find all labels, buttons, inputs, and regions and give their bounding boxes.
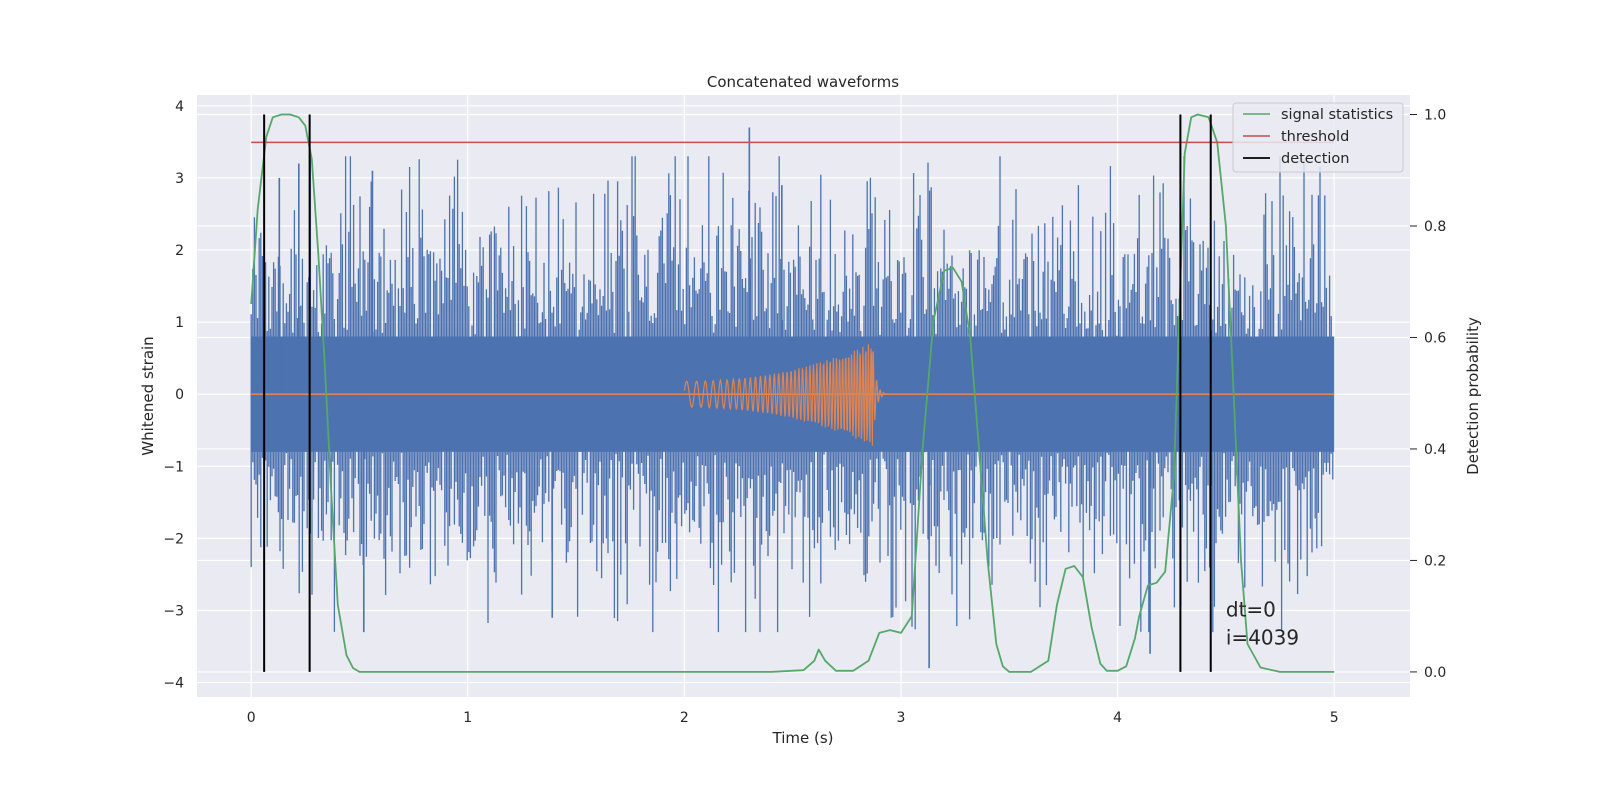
signal-statistics-line xyxy=(250,113,1335,673)
x-tick-label: 2 xyxy=(680,710,689,726)
y-axis-label: Whitened strain xyxy=(139,336,157,455)
y-tick-label: −2 xyxy=(163,531,184,547)
legend-box xyxy=(1232,102,1404,173)
x-tick-label: 5 xyxy=(1330,710,1339,726)
axes: 0 1 2 3 4 5 −4 −3 −2 −1 0 1 2 3 4 0.0 0.2 0.4 0.6 0.8 1.0 xyxy=(163,99,1446,726)
x-tick-label: 0 xyxy=(247,710,256,726)
y-tick-label: 1 xyxy=(175,315,184,331)
y2-axis-label: Detection probability xyxy=(1464,317,1482,475)
annotation-index: i=4039 xyxy=(1226,625,1299,649)
y-tick-label: 2 xyxy=(175,243,184,259)
legend-label-signal-statistics: signal statistics xyxy=(1281,107,1393,123)
x-tick-label: 1 xyxy=(463,710,472,726)
x-tick-label: 3 xyxy=(897,710,906,726)
x-axis-label: Time (s) xyxy=(772,729,834,747)
y2-tick-label: 0.2 xyxy=(1424,553,1446,569)
legend: signal statistics threshold detection xyxy=(1232,102,1404,173)
y2-tick-label: 0.8 xyxy=(1424,219,1446,235)
y-tick-label: −1 xyxy=(163,459,184,475)
y-tick-label: 4 xyxy=(175,99,184,115)
template-chirp xyxy=(683,344,886,446)
chart-title: Concatenated waveforms xyxy=(707,73,899,91)
y-tick-label: 0 xyxy=(175,387,184,403)
y2-tick-label: 1.0 xyxy=(1424,108,1446,124)
y-tick-label: −3 xyxy=(163,603,184,619)
x-tick-label: 4 xyxy=(1113,710,1122,726)
plot-data xyxy=(250,113,1335,673)
y2-tick-label: 0.6 xyxy=(1424,330,1446,346)
series-group xyxy=(250,127,1335,669)
y-tick-label: −4 xyxy=(163,676,184,692)
y-tick-label: 3 xyxy=(175,171,184,187)
annotation-dt: dt=0 xyxy=(1226,597,1276,621)
legend-label-detection: detection xyxy=(1281,151,1349,167)
legend-label-threshold: threshold xyxy=(1281,129,1349,145)
y2-tick-label: 0.0 xyxy=(1424,665,1446,681)
y2-tick-label: 0.4 xyxy=(1424,442,1446,458)
